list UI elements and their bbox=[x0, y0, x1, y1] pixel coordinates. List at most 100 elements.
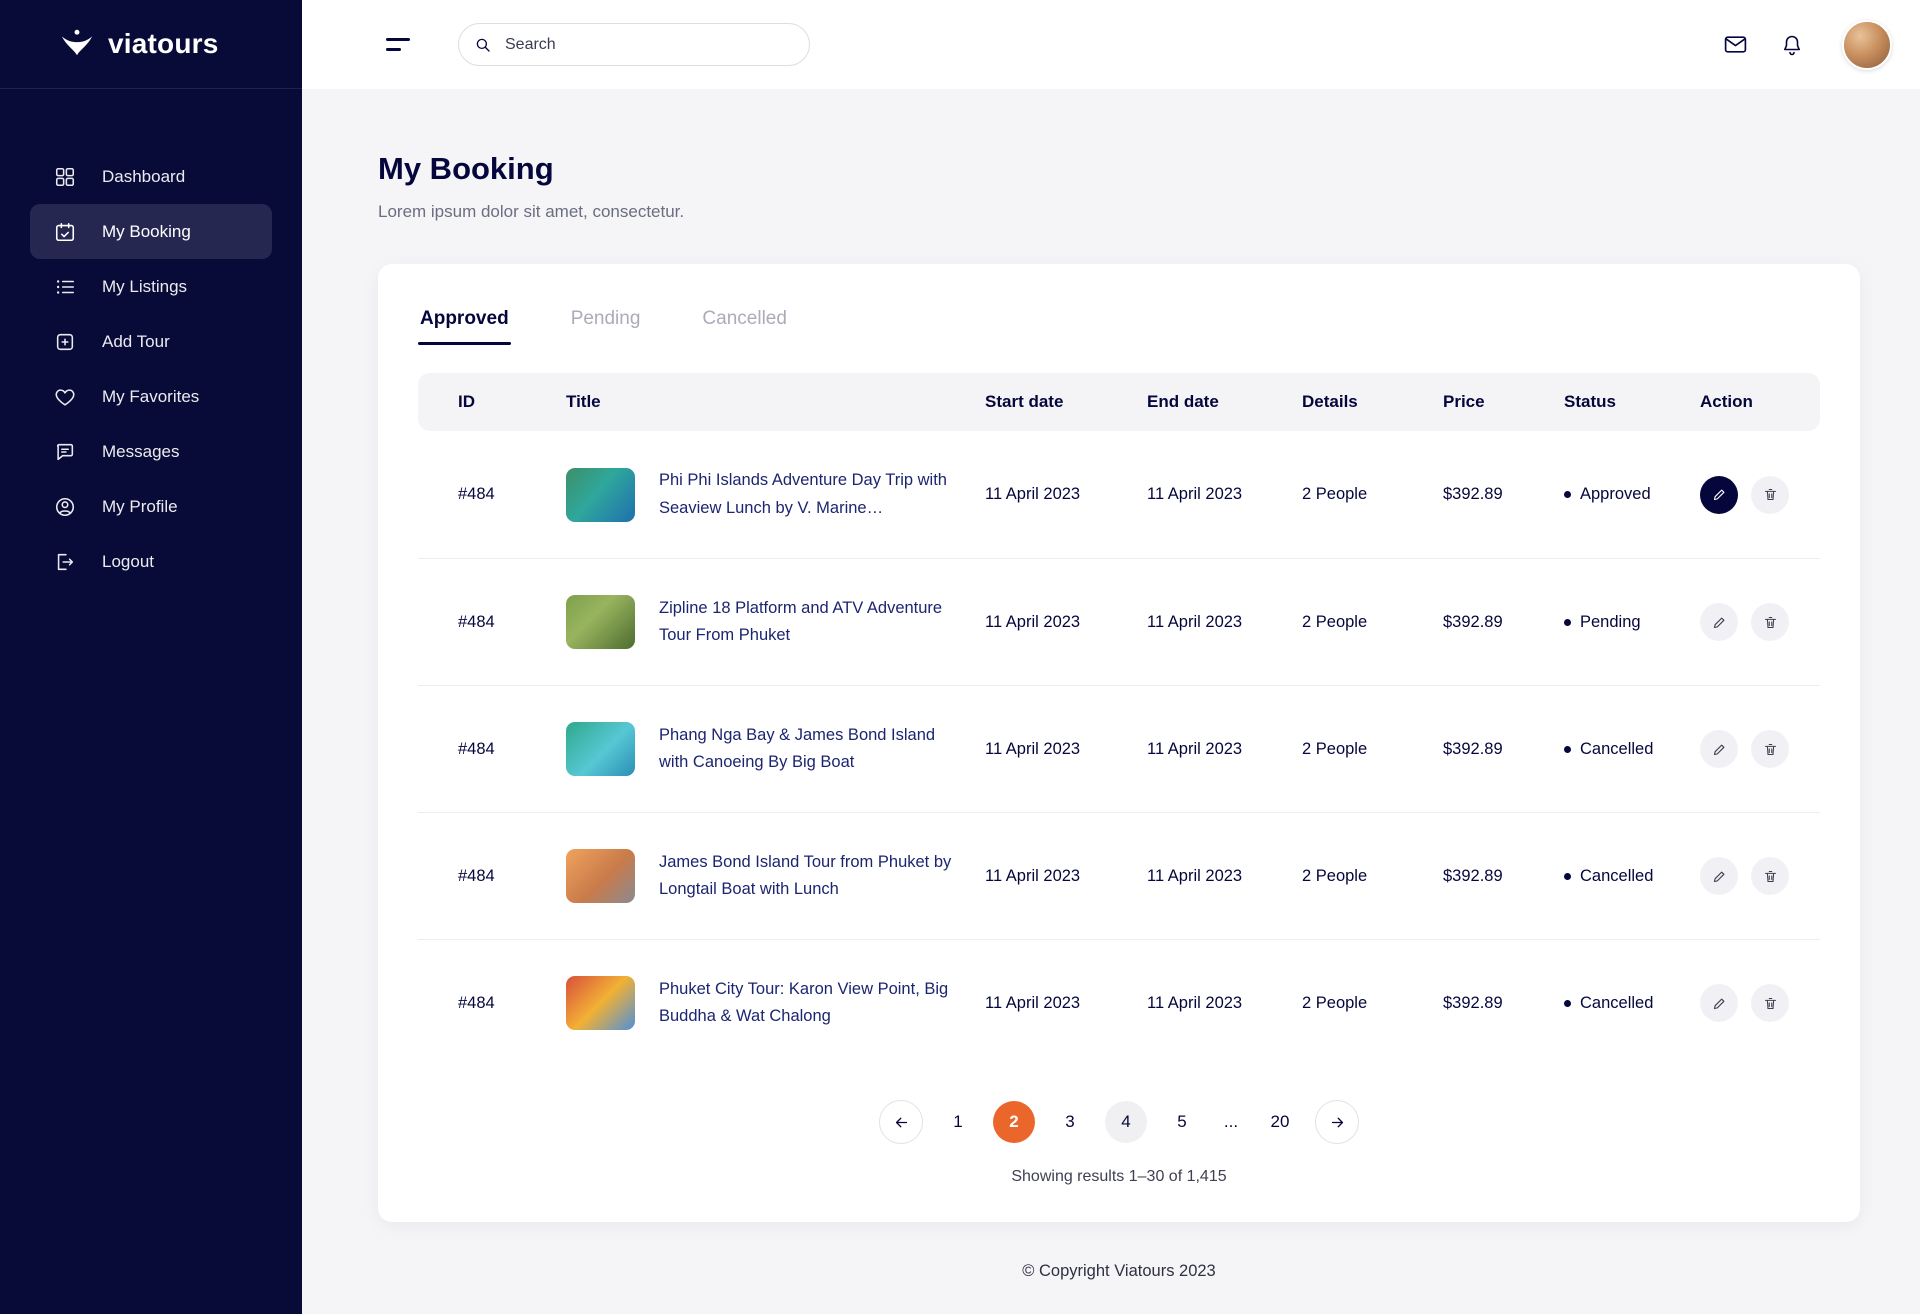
tab-cancelled[interactable]: Cancelled bbox=[700, 308, 789, 345]
sidebar-item-my-booking[interactable]: My Booking bbox=[30, 204, 272, 259]
column-header-price: Price bbox=[1443, 392, 1485, 411]
price: $392.89 bbox=[1443, 739, 1503, 758]
sidebar-item-my-profile[interactable]: My Profile bbox=[30, 479, 272, 534]
start-date: 11 April 2023 bbox=[985, 866, 1081, 885]
booking-id: #484 bbox=[458, 612, 495, 631]
status-dot bbox=[1564, 491, 1571, 498]
delete-button[interactable] bbox=[1751, 475, 1789, 514]
column-header-action: Action bbox=[1700, 392, 1753, 411]
status-dot bbox=[1564, 618, 1571, 626]
column-header-start-date: Start date bbox=[985, 392, 1064, 411]
tour-thumbnail bbox=[566, 595, 635, 649]
trash-icon bbox=[1764, 870, 1776, 882]
tour-title-link[interactable]: James Bond Island Tour from Phuket by Lo… bbox=[659, 852, 952, 898]
status-badge: Cancelled bbox=[1564, 740, 1700, 759]
sidebar-item-my-listings[interactable]: My Listings bbox=[30, 259, 272, 314]
pagination-prev-button[interactable] bbox=[879, 1100, 923, 1144]
booking-id: #484 bbox=[458, 993, 495, 1012]
edit-button[interactable] bbox=[1700, 475, 1738, 514]
sidebar-item-dashboard[interactable]: Dashboard bbox=[30, 149, 272, 204]
pencil-icon bbox=[1713, 617, 1724, 628]
sidebar-item-label: My Listings bbox=[102, 276, 188, 296]
pagination-page-4[interactable]: 4 bbox=[1105, 1101, 1147, 1143]
status-badge: Approved bbox=[1564, 485, 1700, 504]
sidebar-item-my-favorites[interactable]: My Favorites bbox=[30, 369, 272, 424]
pagination-next-button[interactable] bbox=[1315, 1100, 1359, 1144]
price: $392.89 bbox=[1443, 993, 1503, 1012]
delete-button[interactable] bbox=[1751, 857, 1789, 895]
brand-logo[interactable]: viatours bbox=[0, 0, 302, 89]
footer-copyright: © Copyright Viatours 2023 bbox=[1022, 1262, 1216, 1280]
table-row: #484 Phi Phi Islands Adventure Day Trip … bbox=[418, 431, 1820, 558]
price: $392.89 bbox=[1443, 485, 1503, 503]
pagination-page-5[interactable]: 5 bbox=[1161, 1101, 1203, 1143]
pencil-icon bbox=[1713, 871, 1724, 882]
list-icon bbox=[56, 279, 75, 294]
delete-button[interactable] bbox=[1751, 984, 1789, 1022]
status-dot bbox=[1564, 999, 1571, 1007]
tour-title-link[interactable]: Phang Nga Bay & James Bond Island with C… bbox=[659, 725, 936, 771]
edit-button[interactable] bbox=[1700, 730, 1738, 768]
booking-id: #484 bbox=[458, 739, 495, 758]
table-row: #484 Phang Nga Bay & James Bond Island w… bbox=[418, 685, 1820, 812]
edit-button[interactable] bbox=[1700, 857, 1738, 895]
topbar bbox=[302, 0, 1920, 89]
search-input[interactable] bbox=[458, 23, 810, 66]
table-row: #484 Zipline 18 Platform and ATV Adventu… bbox=[418, 558, 1820, 685]
edit-button[interactable] bbox=[1700, 603, 1738, 641]
trash-icon bbox=[1764, 488, 1776, 501]
sidebar-item-logout[interactable]: Logout bbox=[30, 534, 272, 589]
pencil-icon bbox=[1713, 744, 1724, 755]
arrow-right-icon bbox=[1331, 1117, 1343, 1127]
sidebar-item-messages[interactable]: Messages bbox=[30, 424, 272, 479]
delete-button[interactable] bbox=[1751, 730, 1789, 768]
booking-id: #484 bbox=[458, 485, 495, 503]
delete-button[interactable] bbox=[1751, 603, 1789, 641]
column-header-id: ID bbox=[458, 392, 475, 411]
sidebar-item-label: Logout bbox=[102, 551, 154, 571]
tour-title-link[interactable]: Phuket City Tour: Karon View Point, Big … bbox=[659, 979, 949, 1025]
user-icon bbox=[55, 497, 75, 516]
tour-thumbnail bbox=[566, 722, 635, 776]
sidebar-item-label: Messages bbox=[102, 441, 180, 461]
tour-title-link[interactable]: Zipline 18 Platform and ATV Adventure To… bbox=[659, 598, 943, 644]
topbar-actions bbox=[1723, 19, 1892, 70]
start-date: 11 April 2023 bbox=[985, 739, 1081, 758]
pagination: 1 2 3 4 5 ... 20 bbox=[418, 1100, 1820, 1144]
messages-button[interactable] bbox=[1723, 32, 1748, 57]
status-dot bbox=[1564, 745, 1571, 753]
sidebar-item-label: Add Tour bbox=[102, 331, 170, 351]
tour-title-link[interactable]: Phi Phi Islands Adventure Day Trip with … bbox=[659, 471, 947, 517]
tour-thumbnail bbox=[566, 976, 635, 1030]
dashboard-icon bbox=[55, 167, 75, 186]
pagination-page-3[interactable]: 3 bbox=[1049, 1101, 1091, 1143]
pagination-page-1[interactable]: 1 bbox=[937, 1101, 979, 1143]
tab-pending[interactable]: Pending bbox=[569, 308, 643, 345]
status-dot bbox=[1564, 872, 1571, 880]
brand-name: viatours bbox=[108, 28, 219, 59]
menu-toggle-button[interactable] bbox=[386, 38, 410, 51]
details: 2 People bbox=[1302, 485, 1368, 503]
table-header: ID Title Start date End date Details Pri… bbox=[418, 373, 1820, 431]
pencil-icon bbox=[1713, 998, 1724, 1009]
table-row: #484 Phuket City Tour: Karon View Point,… bbox=[418, 939, 1820, 1066]
notifications-button[interactable] bbox=[1780, 33, 1804, 57]
price: $392.89 bbox=[1443, 612, 1503, 631]
add-tour-icon bbox=[56, 333, 74, 350]
end-date: 11 April 2023 bbox=[1147, 485, 1243, 503]
user-avatar[interactable] bbox=[1842, 19, 1892, 70]
hamburger-line bbox=[386, 38, 410, 41]
pagination-page-2[interactable]: 2 bbox=[993, 1101, 1035, 1143]
pagination-ellipsis: ... bbox=[1223, 1112, 1239, 1131]
start-date: 11 April 2023 bbox=[985, 993, 1081, 1012]
arrow-left-icon bbox=[895, 1117, 907, 1127]
status-badge: Pending bbox=[1564, 613, 1700, 632]
edit-button[interactable] bbox=[1700, 984, 1738, 1022]
tour-thumbnail bbox=[566, 467, 635, 522]
bell-icon bbox=[1784, 35, 1800, 55]
details: 2 People bbox=[1302, 993, 1368, 1012]
sidebar-item-add-tour[interactable]: Add Tour bbox=[30, 314, 272, 369]
tab-approved[interactable]: Approved bbox=[418, 308, 511, 345]
pagination-page-20[interactable]: 20 bbox=[1259, 1101, 1301, 1143]
main-column: My Booking Lorem ipsum dolor sit amet, c… bbox=[302, 0, 1920, 1314]
